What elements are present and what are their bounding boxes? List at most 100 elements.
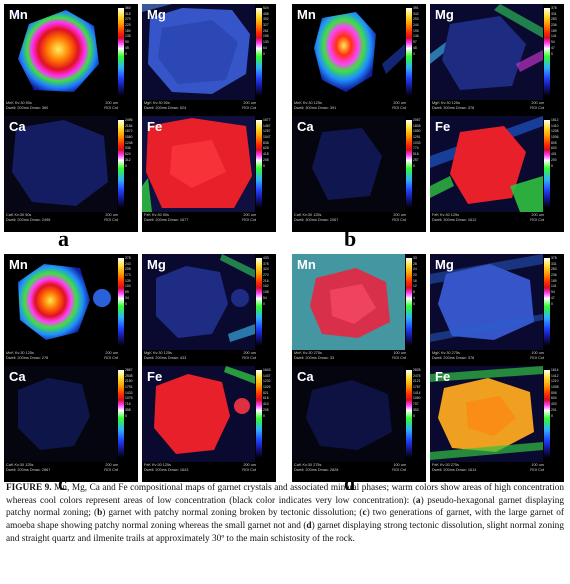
map-metadata: MnK Kv:30 125s Dwell: 300ms Dmax: 391 200… [294,101,406,110]
map-tile-fe: Fe 1677 1467 1257 1047 838 628 418 208 0 FeK Kv:… [142,116,276,232]
caption-ref-b: b [97,508,103,519]
map-metadata: FeK Kv:30 125s Dwell: 300ms Dmax: 1612 20… [432,213,544,222]
color-scale [118,370,124,458]
element-label: Mn [297,7,316,22]
element-label: Mn [297,257,316,272]
map-metadata: MnK Kv:30 125s Dwell: 200ms Dmax: 278 200… [6,351,118,360]
map-image [4,254,117,350]
element-label: Ca [9,119,26,134]
map-metadata: MnK Kv:30 50s Dwell: 200ms Dmax: 360 200 … [6,101,118,110]
element-label: Ca [297,369,314,384]
element-label: Fe [435,119,451,134]
scale-ticks: 378 331 283 236 189 141 94 47 0 [551,256,557,306]
map-metadata: MgK Kv:30 50s Dwell: 200ms Dmax: 524 200 … [144,101,256,110]
caption-ref-d: d [306,521,312,532]
color-scale [118,8,124,96]
color-scale [406,370,412,458]
scale-ticks: 433 378 324 270 216 162 108 54 0 [263,256,269,306]
caption-ref-c: c [362,508,367,519]
element-label: Mg [435,257,454,272]
caption-text-2: ) garnet with patchy normal zoning broke… [102,508,363,519]
scale-ticks: 33 28 24 20 16 12 8 4 0 [413,256,417,306]
scale-ticks: 2867 2508 2150 1791 1433 1075 716 358 0 [125,368,133,418]
color-scale [544,120,550,208]
map-image [142,366,255,462]
panel-letter-c-visible: c [58,473,67,495]
map-tile-ca: Ca 2067 1808 1550 1291 1033 774 516 257 0 CaK Kv… [292,116,426,232]
map-image [292,4,405,100]
map-metadata: CaK Kv:30 275s Dwell: 200ms Dmax: 2828 10… [294,463,406,472]
map-image [142,116,255,212]
scale-ticks: 1643 1437 1232 1026 821 616 410 205 0 [263,368,271,418]
map-image [292,116,405,212]
map-tile-ca: Ca 2828 2475 2121 1767 1414 1060 707 353 0 CaK K… [292,366,426,482]
color-scale [256,370,262,458]
element-label: Ca [297,119,314,134]
color-scale [256,8,262,96]
element-label: Mg [147,7,166,22]
map-tile-fe: Fe 1614 1412 1210 1008 806 604 403 201 0 FeK Kv:… [430,366,564,482]
map-metadata: CaK Kv:30 125s Dwell: 300ms Dmax: 2067 20… [294,213,406,222]
figure-caption: FIGURE 9. Mn, Mg, Ca and Fe compositiona… [6,482,564,546]
map-tile-mg: Mg 524 458 392 327 261 196 130 64 0 MgK Kv:30 50… [142,4,276,120]
map-metadata: MgK Kv:30 275s Dwell: 200ms Dmax: 378 100… [432,351,544,360]
scale-ticks: 360 315 270 225 180 135 90 45 0 [125,6,131,56]
caption-text-0: Mn, Mg, Ca and Fe compositional maps of … [6,483,564,506]
color-scale [544,370,550,458]
caption-text-1: ) pseudo-hexagonal garnet displaying pat… [6,495,565,519]
map-metadata: MgK Kv:30 125s Dwell: 200ms Dmax: 433 200… [144,351,256,360]
panel-letter-a: a [58,226,69,251]
map-image [292,366,405,462]
panel-letter-b: b [344,226,357,251]
map-image [142,4,255,100]
map-tile-mg: Mg 378 331 283 236 189 141 94 47 0 MgK Kv:30 275… [430,254,564,370]
scale-ticks: 1612 1410 1208 1006 805 603 401 200 0 [551,118,559,168]
figure-label: FIGURE 9. [6,483,52,493]
scale-ticks: 1677 1467 1257 1047 838 628 418 208 0 [263,118,271,168]
color-scale [118,120,124,208]
color-scale [544,8,550,96]
map-image [142,254,255,350]
color-scale [256,258,262,346]
scale-ticks: 524 458 392 327 261 196 130 64 0 [263,6,269,56]
element-label: Fe [147,369,163,384]
element-label: Mn [9,7,28,22]
map-tile-fe: Fe 1612 1410 1208 1006 805 603 401 200 0 FeK Kv:… [430,116,564,232]
map-image [430,116,543,212]
map-tile-mn: Mn 391 342 293 244 195 146 97 48 0 MnK Kv:30 125… [292,4,426,120]
map-metadata: FeK Kv:30 125s Dwell: 200ms Dmax: 1643 20… [144,463,256,472]
map-image [4,116,117,212]
color-scale [406,120,412,208]
scale-ticks: 391 342 293 244 195 146 97 48 0 [413,6,419,56]
map-image [430,4,543,100]
caption-text-4: ) garnet displaying strong tectonic diss… [6,521,564,544]
map-tile-mg: Mg 433 378 324 270 216 162 108 54 0 MgK Kv:30 12… [142,254,276,370]
caption-ref-a: a [415,495,421,506]
map-metadata: FeK Kv:30 275s Dwell: 200ms Dmax: 1614 10… [432,463,544,472]
scale-ticks: 2067 1808 1550 1291 1033 774 516 257 0 [413,118,421,168]
element-label: Mg [147,257,166,272]
map-metadata: CaK Kv:30 50s Dwell: 200ms Dmax: 2496 200… [6,213,118,222]
element-label: Mg [435,7,454,22]
scale-ticks: 2828 2475 2121 1767 1414 1060 707 353 0 [413,368,421,418]
map-tile-fe: Fe 1643 1437 1232 1026 821 616 410 205 0 FeK Kv:… [142,366,276,482]
element-label: Mn [9,257,28,272]
map-image [4,366,117,462]
map-tile-mn: Mn 278 243 208 173 139 104 69 34 0 MnK Kv:30 125… [4,254,138,370]
map-metadata: CaK Kv:30 125s Dwell: 200ms Dmax: 2867 20… [6,463,118,472]
color-scale [118,258,124,346]
panel-letter-d: d [344,473,356,495]
map-tile-mg: Mg 378 331 283 236 189 141 94 47 0 MgK Kv:30 125… [430,4,564,120]
map-image [292,254,405,350]
map-metadata: FeK Kv:30 50s Dwell: 200ms Dmax: 1677 200… [144,213,256,222]
color-scale [544,258,550,346]
map-tile-ca: Ca 2496 2184 1872 1560 1248 936 624 312 0 CaK Kv… [4,116,138,232]
map-tile-mn: Mn 33 28 24 20 16 12 8 4 0 MnK Kv:30 275s Dwell: … [292,254,426,370]
map-tile-ca: Ca 2867 2508 2150 1791 1433 1075 716 358 0 CaK K… [4,366,138,482]
element-label: Fe [147,119,163,134]
map-metadata: MgK Kv:30 125s Dwell: 300ms Dmax: 378 200… [432,101,544,110]
color-scale [256,120,262,208]
element-label: Fe [435,369,451,384]
map-tile-mn: Mn 360 315 270 225 180 135 90 45 0 MnK Kv:30 50s… [4,4,138,120]
map-image [4,4,117,100]
